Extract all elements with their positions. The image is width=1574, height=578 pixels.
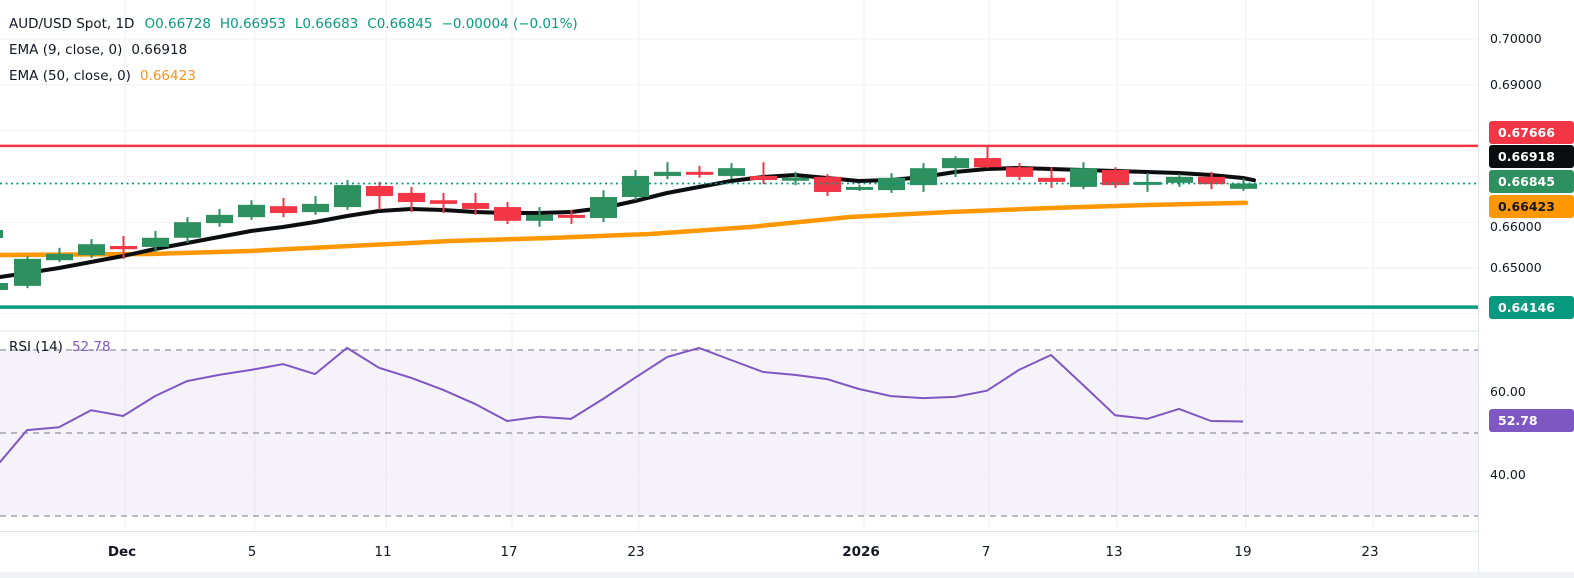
- ema9-line: [0, 166, 1256, 279]
- candle-body: [718, 168, 745, 176]
- candle-body: [462, 202, 489, 209]
- candle-body: [142, 237, 169, 247]
- time-axis-label: 7: [981, 544, 991, 560]
- ohlc-low: L0.66683: [294, 16, 359, 32]
- time-axis-label: 11: [374, 544, 392, 560]
- candle-body: [622, 175, 649, 198]
- time-axis-label: 5: [247, 544, 257, 560]
- rsi-value-badge: 52.78: [1489, 409, 1574, 432]
- candle-body: [1166, 176, 1193, 183]
- ohlc-change: −0.00004 (−0.01%): [441, 16, 578, 32]
- candle-body: [110, 246, 137, 250]
- price-badge: 0.66918: [1489, 145, 1574, 168]
- ohlc-close: C0.66845: [367, 16, 433, 32]
- time-axis-label: 23: [1361, 544, 1379, 560]
- time-axis-label: 13: [1105, 544, 1123, 560]
- candle-body: [1230, 183, 1257, 189]
- axis-price-label: 0.65000: [1490, 260, 1542, 275]
- price-badge: 0.67666: [1489, 121, 1574, 144]
- candle-body: [334, 185, 361, 208]
- rsi-value: 52.78: [71, 339, 111, 355]
- rsi-line: [0, 346, 1244, 464]
- window-bottom-strip: [0, 572, 1574, 578]
- ema9-value: 0.66918: [131, 42, 188, 58]
- candle-body: [430, 200, 457, 204]
- ema50-legend-row[interactable]: EMA (50, close, 0) 0.66423: [9, 63, 587, 89]
- candle-body: [942, 158, 969, 169]
- candle-body: [14, 258, 41, 286]
- axis-price-label: 0.69000: [1490, 77, 1542, 92]
- time-axis[interactable]: Dec 5 11 17 23 2026 7 13 19 23: [0, 531, 1574, 573]
- ema9-label[interactable]: EMA (9, close, 0): [9, 42, 123, 58]
- time-axis-label: 19: [1234, 544, 1252, 560]
- candle-body: [910, 168, 937, 186]
- candle-body: [1134, 181, 1161, 185]
- candle-body: [1006, 167, 1033, 177]
- candle-body: [1102, 169, 1129, 186]
- candle-body: [366, 186, 393, 197]
- ohlc-high: H0.66953: [219, 16, 286, 32]
- candle-body: [0, 229, 3, 239]
- candle-body: [846, 186, 873, 190]
- price-axis[interactable]: 0.70000 0.69000 0.66000 0.65000 60.00 40.00 0.…: [1478, 0, 1574, 578]
- candle-body: [1038, 177, 1065, 182]
- ema50-line: [0, 200, 1249, 258]
- price-badge: 0.66423: [1489, 195, 1574, 218]
- rsi-label[interactable]: RSI (14): [9, 339, 63, 355]
- rsi-legend-row[interactable]: RSI (14) 52.78: [9, 339, 111, 355]
- candle-body: [782, 177, 809, 181]
- candle-body: [1070, 168, 1097, 187]
- candle-body: [526, 214, 553, 221]
- ohlc-open: O0.66728: [144, 16, 211, 32]
- price-badge: 0.64146: [1489, 296, 1574, 319]
- candle-body: [686, 171, 713, 175]
- chart-legend[interactable]: AUD/USD Spot, 1D O0.66728 H0.66953 L0.66683…: [9, 11, 587, 89]
- candle-body: [302, 203, 329, 213]
- candle-body: [750, 175, 777, 181]
- axis-price-label: 60.00: [1490, 384, 1526, 399]
- candle-body: [270, 206, 297, 214]
- symbol-title[interactable]: AUD/USD Spot, 1D: [9, 16, 135, 32]
- price-badge: 0.66845: [1489, 170, 1574, 193]
- chart-canvas[interactable]: [0, 0, 1478, 578]
- candle-body: [814, 176, 841, 192]
- time-axis-label: Dec: [107, 544, 137, 560]
- time-axis-label: 17: [500, 544, 518, 560]
- time-axis-label: 2026: [842, 544, 880, 560]
- candle-body: [238, 204, 265, 218]
- symbol-ohlc-row[interactable]: AUD/USD Spot, 1D O0.66728 H0.66953 L0.66683…: [9, 11, 587, 37]
- ema50-value: 0.66423: [139, 68, 196, 84]
- candle-body: [398, 192, 425, 203]
- candle-body: [654, 171, 681, 176]
- candle-body: [558, 214, 585, 218]
- candle-body: [590, 197, 617, 219]
- candle-body: [974, 158, 1001, 168]
- candle-body: [46, 253, 73, 261]
- time-axis-label: 23: [627, 544, 645, 560]
- ema9-legend-row[interactable]: EMA (9, close, 0) 0.66918: [9, 37, 587, 63]
- candle-body: [1198, 176, 1225, 185]
- candle-body: [206, 214, 233, 224]
- axis-price-label: 0.66000: [1490, 219, 1542, 234]
- candle-body: [0, 283, 8, 290]
- candle-body: [494, 207, 521, 221]
- candle-body: [78, 244, 105, 256]
- ema50-label[interactable]: EMA (50, close, 0): [9, 68, 131, 84]
- axis-price-label: 0.70000: [1490, 31, 1542, 46]
- axis-price-label: 40.00: [1490, 467, 1526, 482]
- candle-body: [174, 222, 201, 238]
